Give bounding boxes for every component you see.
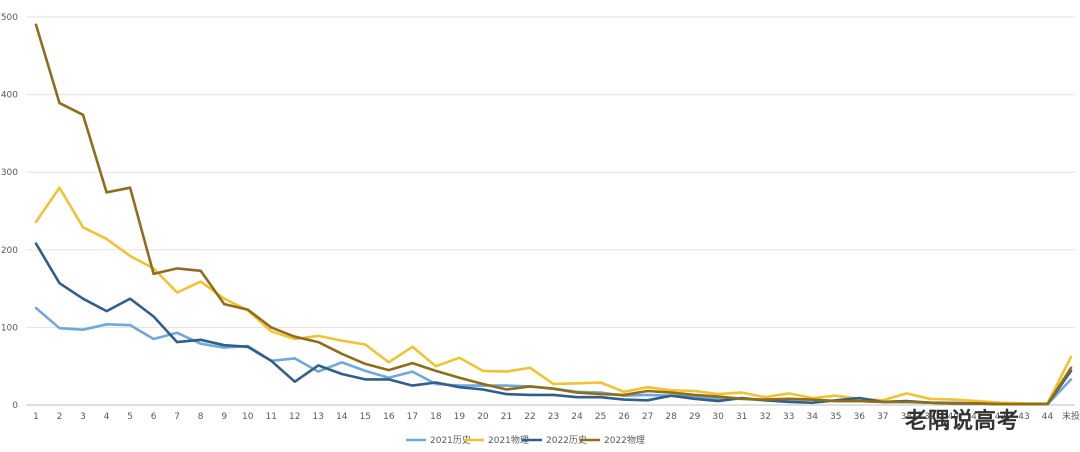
x-tick-label: 20 [477,412,489,422]
y-tick-label: 0 [12,401,18,411]
x-tick-label: 42 [995,412,1006,422]
x-tick-label: 末投 [1062,410,1080,422]
x-tick-label: 31 [736,412,747,422]
y-tick-label: 400 [1,91,18,101]
x-tick-label: 44 [1042,412,1054,422]
x-tick-label: 8 [198,412,204,422]
x-tick-label: 6 [151,412,157,422]
x-tick-label: 14 [336,412,348,422]
x-tick-label: 2 [57,412,63,422]
x-tick-label: 19 [454,412,466,422]
x-tick-label: 28 [665,412,677,422]
x-tick-label: 40 [948,412,960,422]
x-tick-label: 37 [877,412,888,422]
x-tick-label: 27 [642,412,653,422]
legend: 2021历史 2021物理 2022历史 2022物理 [406,434,645,446]
x-axis: 1 2 3 4 5 6 7 8 9 10 11 12 13 14 15 16 17 18 19 20 21 22 23 24 2… [33,410,1080,422]
x-tick-label: 13 [313,412,324,422]
x-tick-label: 29 [689,412,701,422]
x-tick-label: 26 [618,412,630,422]
x-tick-label: 41 [971,412,982,422]
y-tick-label: 100 [1,323,18,333]
x-tick-label: 38 [901,412,913,422]
x-tick-label: 9 [221,412,227,422]
x-tick-label: 22 [524,412,535,422]
watermark-text: 老隅说高考 [904,408,1020,434]
legend-label: 2022物理 [604,434,645,446]
legend-label: 2021物理 [488,434,529,446]
y-tick-label: 200 [1,246,18,256]
x-tick-label: 4 [104,412,110,422]
x-tick-label: 18 [430,412,442,422]
y-tick-label: 500 [1,13,18,23]
x-tick-label: 1 [33,412,39,422]
y-axis: 0 100 200 300 400 500 [1,13,18,411]
x-tick-label: 35 [830,412,841,422]
x-tick-label: 33 [783,412,794,422]
x-tick-label: 32 [759,412,770,422]
x-tick-label: 7 [174,412,180,422]
x-tick-label: 39 [924,412,936,422]
x-tick-label: 11 [266,412,277,422]
series-line [34,23,1073,406]
series-line [34,242,1073,406]
x-tick-label: 25 [595,412,606,422]
x-tick-label: 17 [407,412,418,422]
x-tick-label: 12 [289,412,300,422]
series-lines [34,23,1073,406]
y-tick-label: 300 [1,168,18,178]
x-tick-label: 34 [807,412,819,422]
gridlines [26,16,1075,406]
x-tick-label: 23 [548,412,559,422]
x-tick-label: 24 [571,412,583,422]
x-tick-label: 36 [854,412,866,422]
x-tick-label: 10 [242,412,254,422]
x-tick-label: 30 [712,412,724,422]
x-tick-label: 16 [383,412,395,422]
x-tick-label: 3 [80,412,86,422]
series-line [34,186,1073,405]
x-tick-label: 15 [360,412,371,422]
x-tick-label: 5 [127,412,133,422]
legend-label: 2022历史 [546,434,587,446]
x-tick-label: 43 [1018,412,1029,422]
legend-label: 2021历史 [430,434,471,446]
x-tick-label: 21 [501,412,512,422]
